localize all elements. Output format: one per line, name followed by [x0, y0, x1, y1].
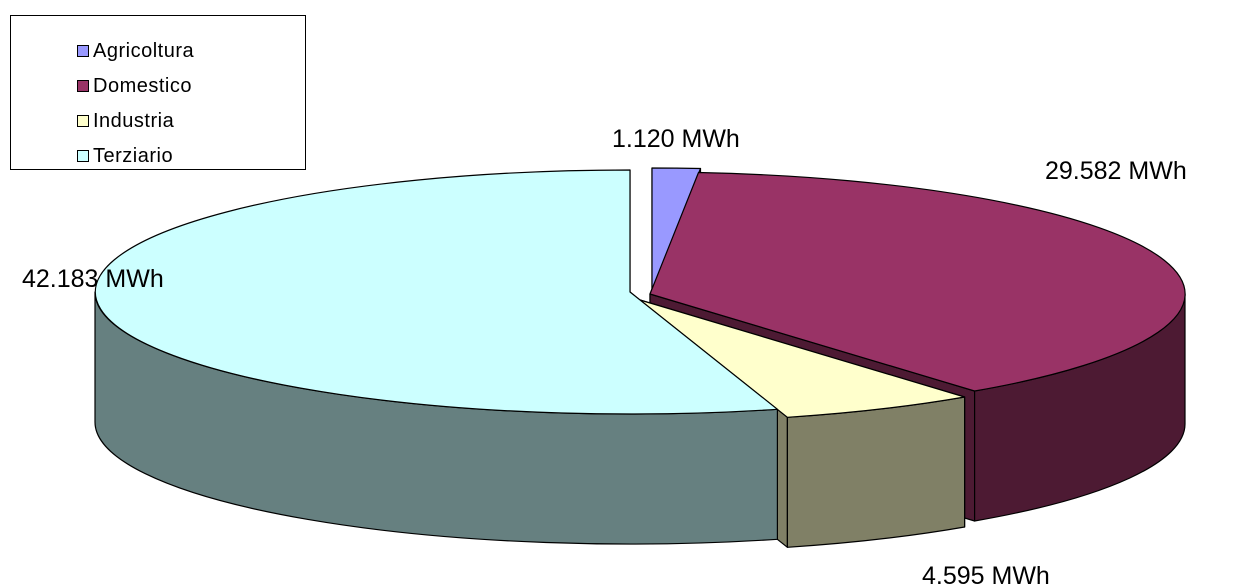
legend-swatch-agricoltura	[77, 45, 89, 57]
legend-label-agricoltura: Agricoltura	[93, 39, 195, 62]
pie-side-industria	[786, 396, 966, 548]
legend-item-domestico: Domestico	[77, 73, 192, 99]
pie-slice-industria	[639, 299, 966, 418]
chart-legend: Agricoltura Domestico Industria Terziari…	[10, 15, 306, 170]
pie-slice-terziario	[94, 169, 778, 415]
legend-item-industria: Industria	[77, 108, 174, 134]
data-label-agricoltura: 1.120 MWh	[612, 125, 740, 153]
legend-label-industria: Industria	[93, 109, 175, 132]
legend-item-terziario: Terziario	[77, 143, 173, 169]
legend-label-domestico: Domestico	[93, 74, 192, 97]
legend-swatch-terziario	[77, 150, 89, 162]
legend-item-agricoltura: Agricoltura	[77, 38, 194, 64]
data-label-terziario: 42.183 MWh	[22, 265, 164, 293]
legend-swatch-domestico	[77, 80, 89, 92]
legend-label-terziario: Terziario	[93, 144, 174, 167]
data-label-domestico: 29.582 MWh	[1045, 157, 1187, 185]
legend-swatch-industria	[77, 115, 89, 127]
pie-slice-domestico	[649, 171, 1186, 392]
data-label-industria: 4.595 MWh	[922, 562, 1050, 588]
